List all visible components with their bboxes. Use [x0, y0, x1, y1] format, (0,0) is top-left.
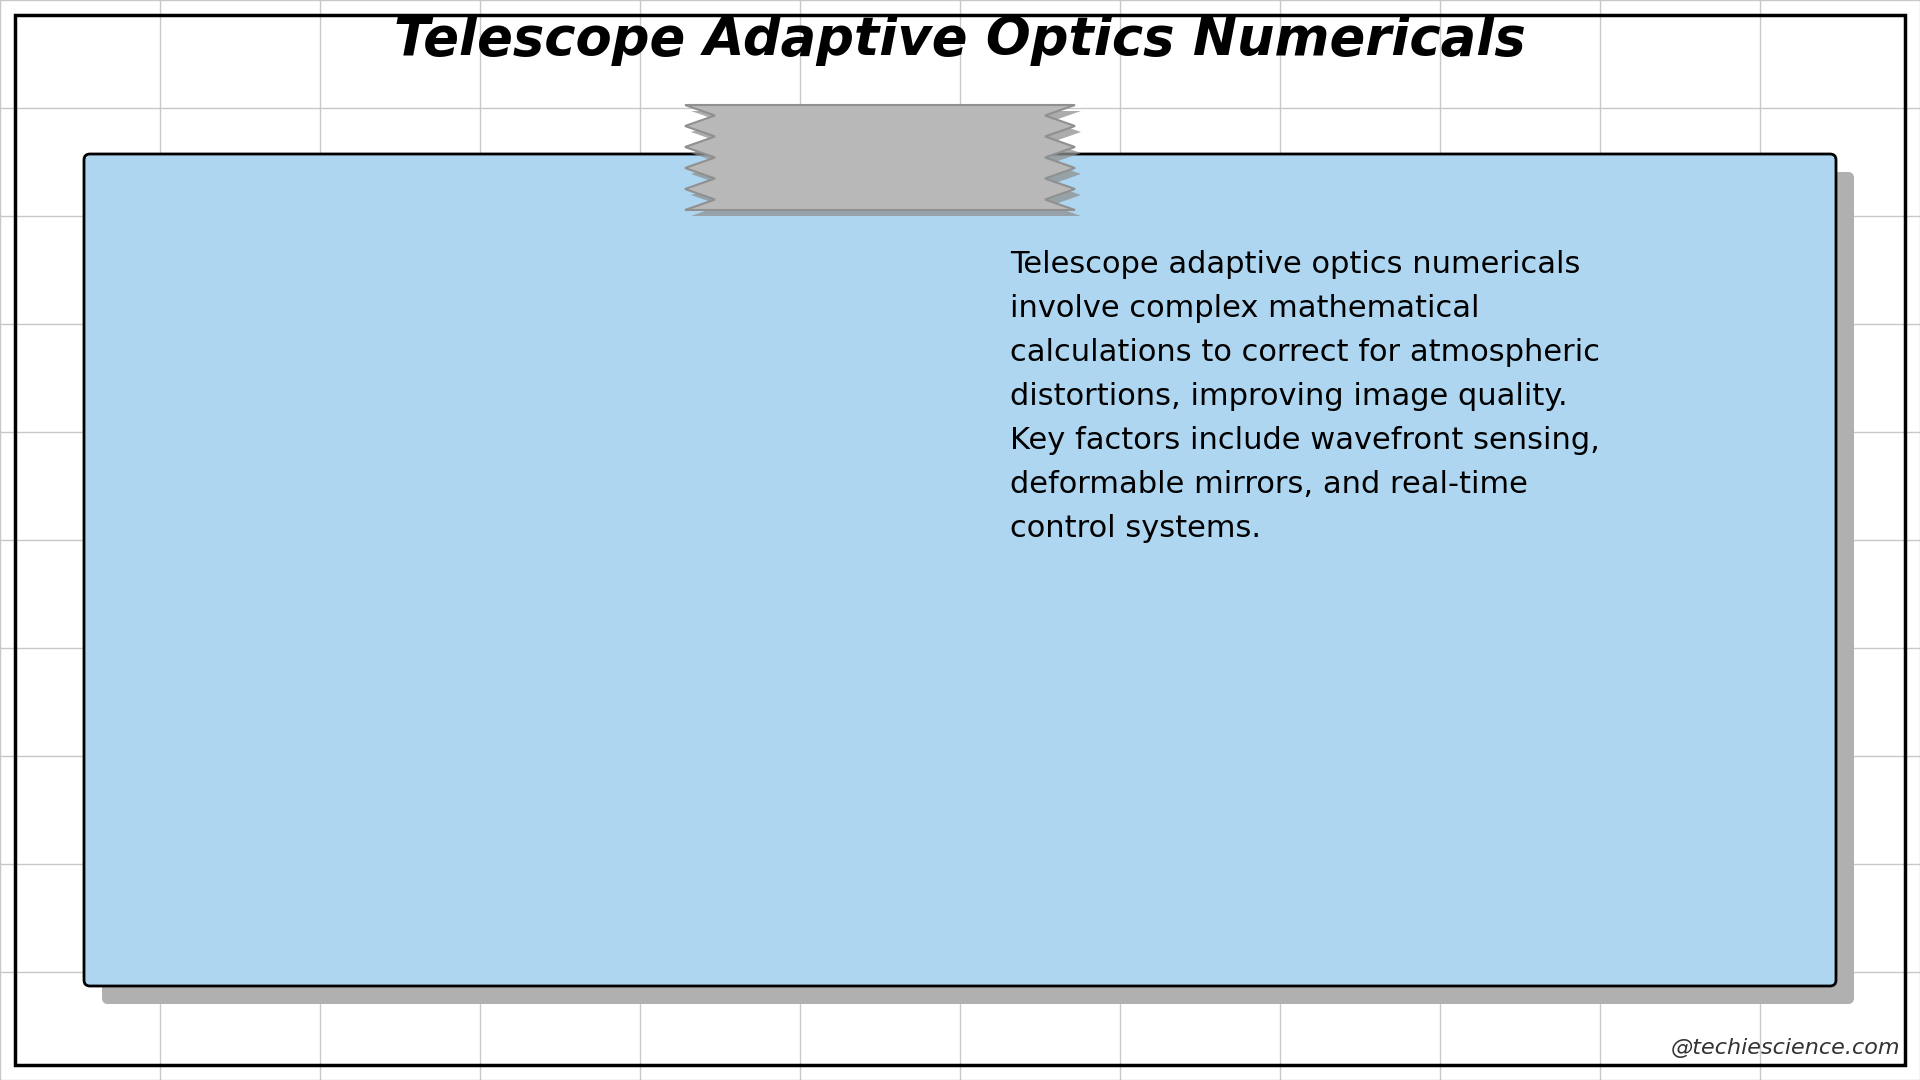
FancyBboxPatch shape — [102, 172, 1855, 1004]
Text: Telescope Adaptive Optics Numericals: Telescope Adaptive Optics Numericals — [394, 14, 1526, 66]
Polygon shape — [691, 111, 1081, 216]
Text: Telescope adaptive optics numericals
involve complex mathematical
calculations t: Telescope adaptive optics numericals inv… — [1010, 249, 1599, 542]
Text: @techiescience.com: @techiescience.com — [1670, 1038, 1901, 1058]
Polygon shape — [685, 105, 1075, 210]
FancyBboxPatch shape — [84, 154, 1836, 986]
